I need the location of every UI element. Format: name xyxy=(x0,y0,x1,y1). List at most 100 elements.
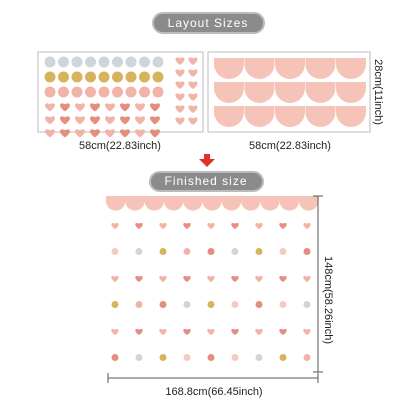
scallop xyxy=(244,58,275,79)
scallop xyxy=(279,201,299,211)
scallop xyxy=(202,201,222,211)
heart xyxy=(60,116,70,125)
heart xyxy=(207,223,215,230)
heart xyxy=(188,57,198,65)
scallop xyxy=(163,201,184,211)
heart xyxy=(303,223,311,230)
layout-height: 28cm(11inch) xyxy=(372,59,384,125)
dot xyxy=(303,248,311,255)
heart xyxy=(188,117,198,125)
dot xyxy=(135,248,143,255)
heart xyxy=(135,103,145,112)
dot xyxy=(255,301,263,308)
dot xyxy=(71,86,83,98)
scallop xyxy=(214,58,244,79)
dot xyxy=(135,354,143,361)
dot xyxy=(279,301,287,308)
dot xyxy=(207,301,215,308)
wall-band xyxy=(106,196,318,202)
dot xyxy=(279,354,287,361)
heart xyxy=(303,276,311,283)
dot xyxy=(139,71,150,83)
scallop xyxy=(305,58,336,79)
scallop xyxy=(275,82,305,103)
dot xyxy=(183,301,191,308)
scallop xyxy=(275,58,305,79)
heart xyxy=(111,329,119,336)
heart xyxy=(75,103,85,112)
dot xyxy=(71,56,83,68)
heart xyxy=(90,103,100,112)
dot xyxy=(139,86,150,98)
heart xyxy=(90,116,100,125)
dot xyxy=(303,301,311,308)
dot xyxy=(85,71,96,83)
heart xyxy=(279,276,287,283)
dot xyxy=(303,354,311,361)
heart xyxy=(207,329,215,336)
heart xyxy=(45,103,55,112)
dot xyxy=(152,56,164,68)
dot xyxy=(71,71,83,83)
heart xyxy=(45,116,55,125)
dot xyxy=(231,248,239,255)
heart xyxy=(188,69,198,77)
scallop xyxy=(336,106,366,127)
heart xyxy=(150,129,160,138)
heart xyxy=(150,116,160,125)
dot xyxy=(125,56,137,68)
heart xyxy=(175,93,185,101)
heart xyxy=(188,81,198,89)
heart xyxy=(75,116,85,125)
scallop xyxy=(299,201,319,211)
heart xyxy=(188,93,198,101)
heart xyxy=(279,329,287,336)
dot xyxy=(255,354,263,361)
dot xyxy=(112,71,123,83)
arrow-stem xyxy=(204,154,210,159)
dot xyxy=(207,248,215,255)
heart xyxy=(111,276,119,283)
scallop xyxy=(144,201,164,211)
finished-title: Finished size xyxy=(164,174,247,188)
layout-left-width: 58cm(22.83inch) xyxy=(79,140,161,152)
dot xyxy=(231,301,239,308)
heart xyxy=(183,223,191,230)
pill xyxy=(149,171,264,192)
heart xyxy=(135,329,143,336)
dot xyxy=(44,86,56,98)
heart xyxy=(111,223,119,230)
dot xyxy=(183,354,191,361)
layout-right-width: 58cm(22.83inch) xyxy=(249,140,331,152)
scallop xyxy=(336,58,366,79)
arrow-head xyxy=(199,159,215,167)
heart xyxy=(135,223,143,230)
finished-height: 148cm(58.26inch) xyxy=(322,256,334,344)
heart xyxy=(183,329,191,336)
heart xyxy=(207,276,215,283)
heart xyxy=(45,129,55,138)
dot xyxy=(58,86,69,98)
dot xyxy=(58,56,69,68)
dot xyxy=(125,71,137,83)
heart xyxy=(279,223,287,230)
dot xyxy=(139,56,150,68)
heart xyxy=(188,105,198,113)
scallop xyxy=(221,201,242,211)
heart xyxy=(60,103,70,112)
heart xyxy=(60,129,70,138)
scallop xyxy=(106,201,126,211)
dot xyxy=(112,56,123,68)
dot xyxy=(159,301,167,308)
dot xyxy=(85,86,96,98)
heart xyxy=(255,329,263,336)
heart xyxy=(159,329,167,336)
dot xyxy=(152,71,164,83)
heart xyxy=(120,116,130,125)
heart xyxy=(175,105,185,113)
dot xyxy=(98,71,110,83)
heart xyxy=(150,103,160,112)
dot xyxy=(135,301,143,308)
heart xyxy=(90,129,100,138)
scallop xyxy=(214,106,244,127)
